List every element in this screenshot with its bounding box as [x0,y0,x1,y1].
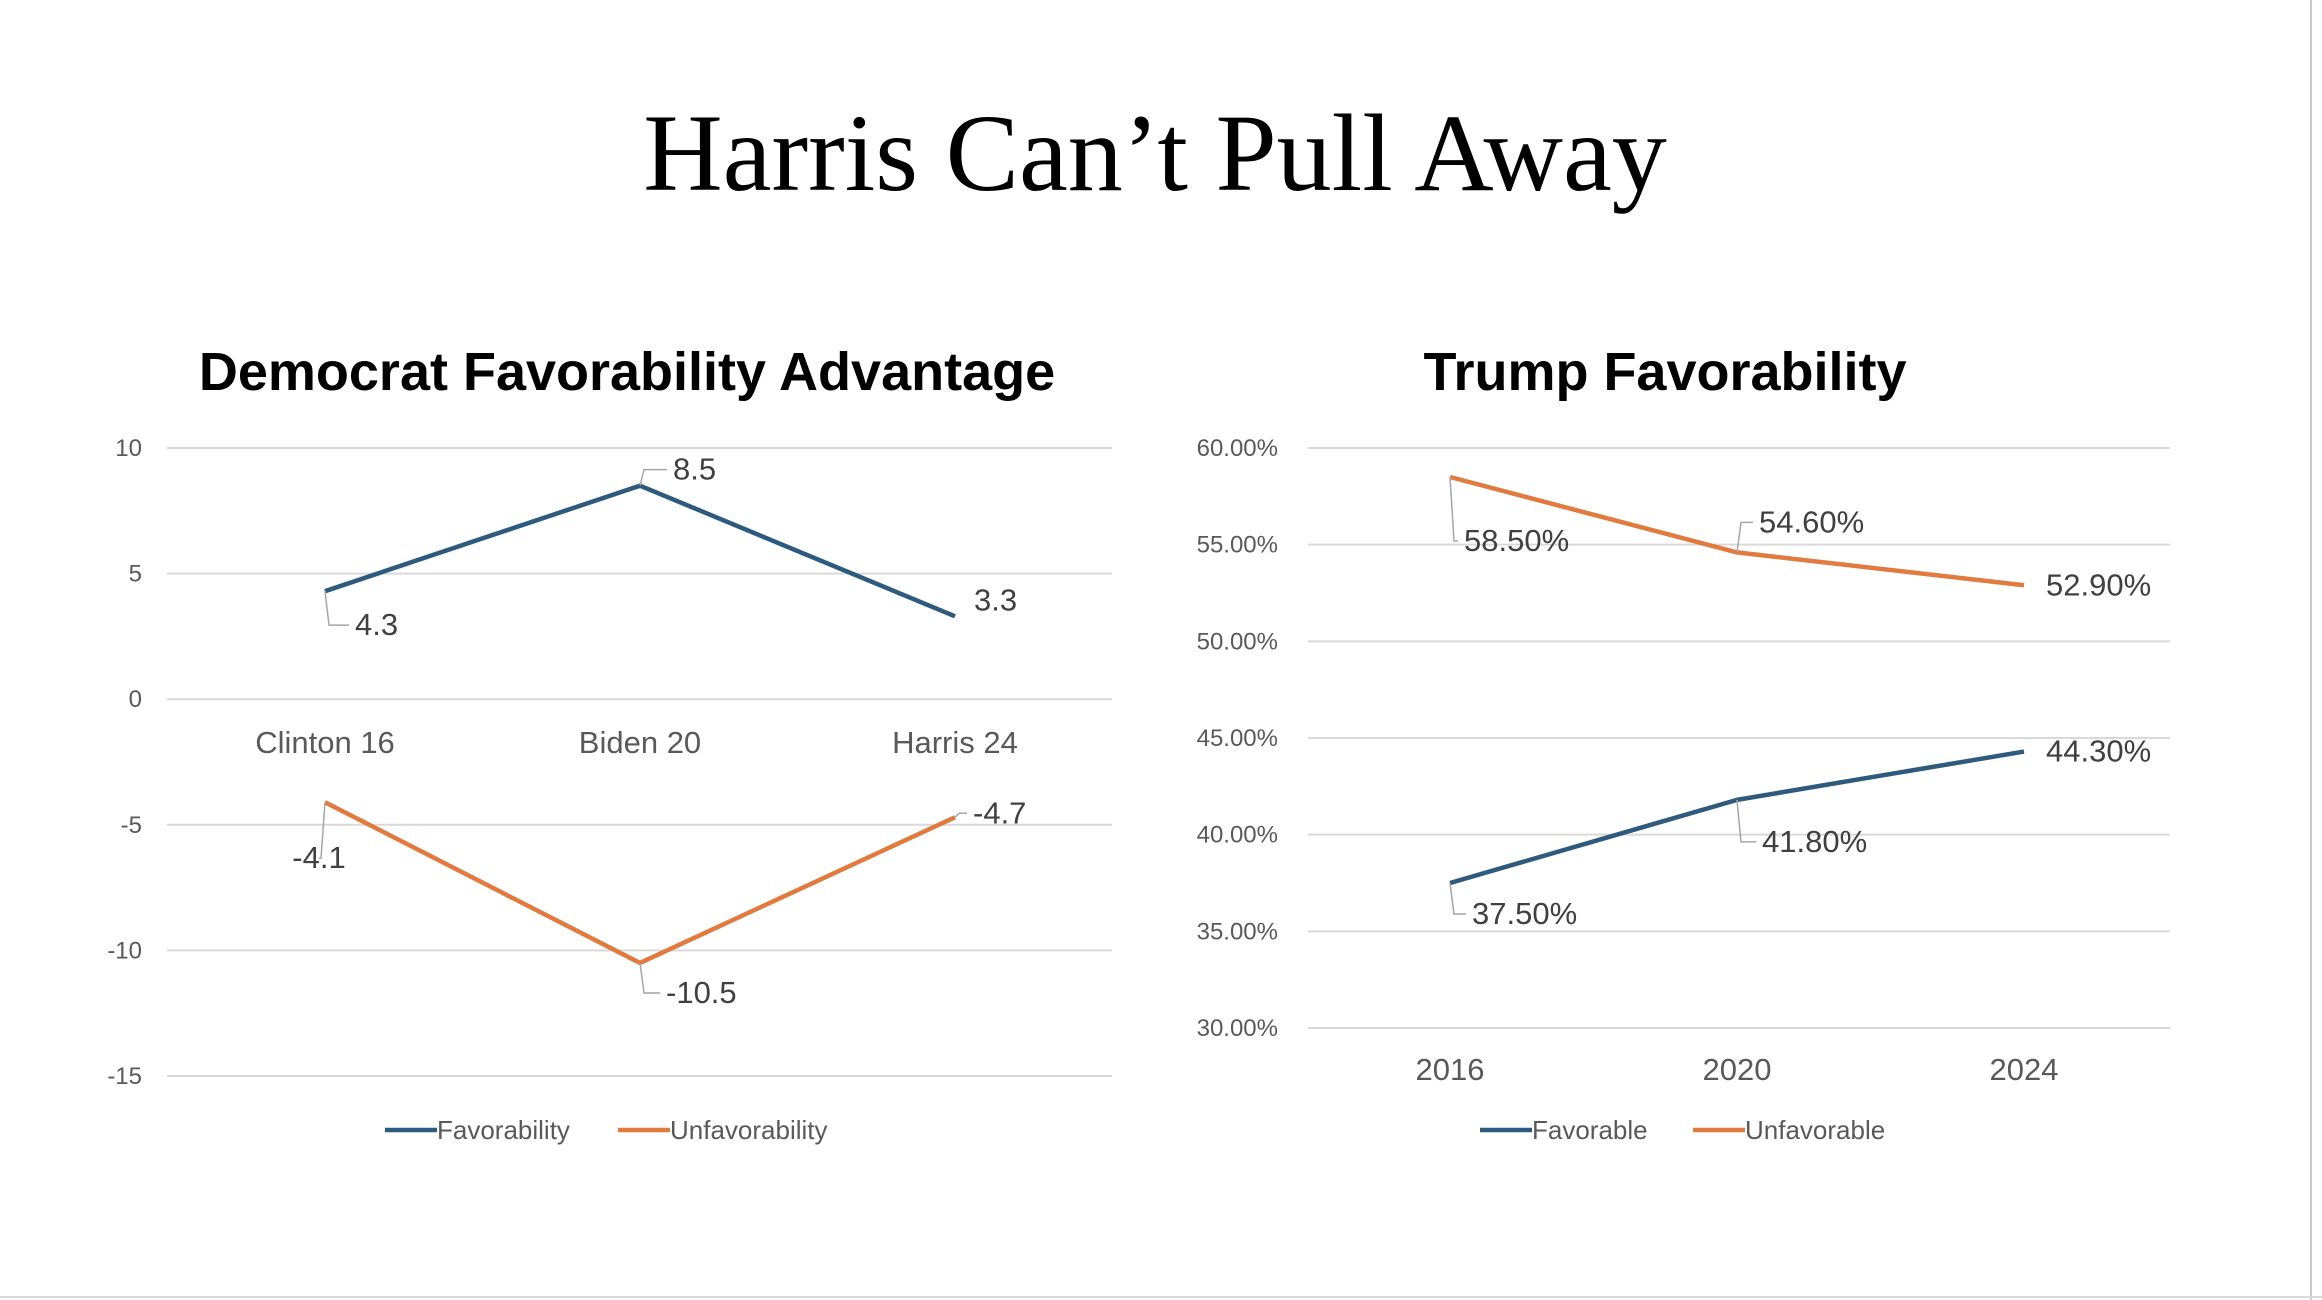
data-label-leader [639,468,667,486]
y-tick-label: 30.00% [1197,1015,1278,1042]
y-tick-label: -10 [107,937,142,964]
data-label: 41.80% [1762,824,1867,859]
data-label-leader [319,802,326,859]
data-label-leader [954,812,967,818]
data-label: 8.5 [673,452,716,487]
x-category-label: 2020 [1703,1052,1772,1087]
democrat-favorability-chart: Democrat Favorability Advantage 10 5 0 -5 -10… [107,342,1112,1145]
y-tick-label: 45.00% [1197,725,1278,752]
legend-label: Favorability [437,1115,570,1145]
data-label-leader [639,962,660,994]
y-tick-label: 55.00% [1197,532,1278,559]
data-label-leader [1449,476,1458,542]
x-category-label: Clinton 16 [255,725,395,760]
slide-title: Harris Can’t Pull Away [643,92,1667,214]
slide-bottom-border [0,1296,2322,1298]
trump-favorability-chart: Trump Favorability 60.00% 55.00% 50.00% 45.0… [1197,342,2170,1145]
y-tick-label: 60.00% [1197,435,1278,462]
x-category-label: 2024 [1990,1052,2059,1087]
data-label: 4.3 [355,607,398,642]
data-label: 58.50% [1464,523,1569,558]
y-tick-label: 50.00% [1197,628,1278,655]
data-label-leader [1736,521,1753,553]
legend-label: Favorable [1532,1115,1648,1145]
y-tick-label: 0 [129,686,142,713]
series-line-favorable [1449,749,2025,886]
y-tick-label: 35.00% [1197,918,1278,945]
data-label: -10.5 [666,975,737,1010]
y-tick-label: 10 [115,435,142,462]
data-label-leader [324,591,349,626]
data-label: 54.60% [1759,504,1864,539]
data-label: -4.1 [292,840,345,875]
legend-label: Unfavorable [1745,1115,1885,1145]
y-tick-label: 5 [129,561,142,588]
legend-label: Unfavorability [670,1115,828,1145]
x-category-label: Harris 24 [892,725,1018,760]
y-tick-label: -15 [107,1063,142,1090]
y-tick-label: -5 [121,812,142,839]
x-category-label: 2016 [1416,1052,1485,1087]
data-label-leader [1449,882,1466,915]
data-label: 52.90% [2046,567,2151,602]
data-label: -4.7 [973,795,1026,830]
y-tick-label: 40.00% [1197,822,1278,849]
data-label: 3.3 [974,582,1017,617]
slide-right-border [2310,0,2312,1300]
x-category-label: Biden 20 [579,725,701,760]
data-label-leader [1736,799,1756,843]
data-label: 44.30% [2046,734,2151,769]
data-label: 37.50% [1472,896,1577,931]
chart-title: Trump Favorability [1423,342,1906,402]
chart-title: Democrat Favorability Advantage [199,342,1055,402]
